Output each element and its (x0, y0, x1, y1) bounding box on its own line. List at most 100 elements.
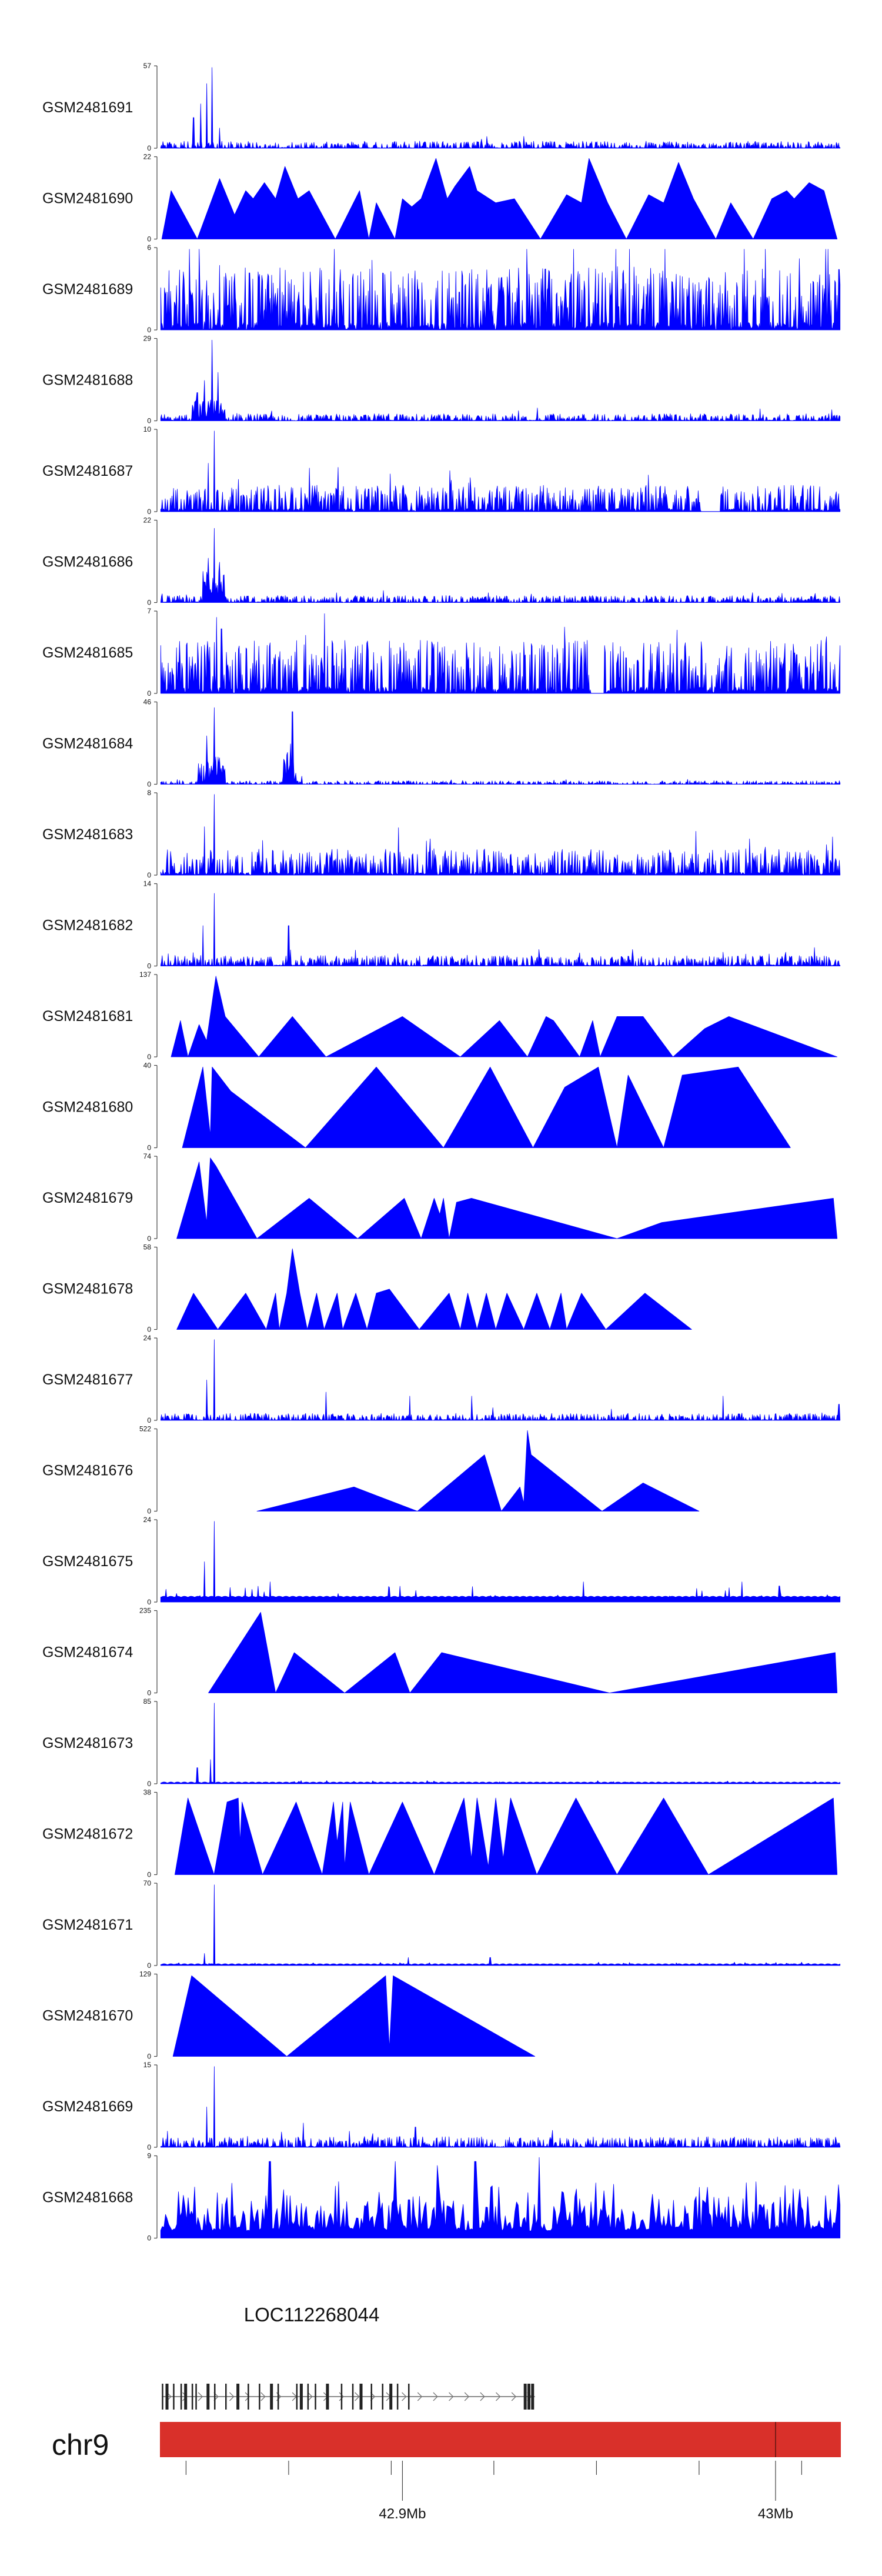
exon (165, 2384, 169, 2410)
track-GSM2481671: GSM2481671 70 0 (42, 1879, 841, 1970)
y-axis-min-label: 0 (147, 962, 151, 970)
exon (307, 2384, 309, 2410)
track-label: GSM2481671 (42, 1917, 133, 1933)
track-GSM2481673: GSM2481673 85 0 (42, 1697, 841, 1788)
signal-area-GSM2481687 (160, 431, 841, 512)
signal-area-GSM2481683 (160, 794, 841, 876)
exon (340, 2384, 343, 2410)
strand-arrow (260, 2392, 266, 2401)
strand-arrow (480, 2392, 485, 2401)
track-GSM2481679: GSM2481679 74 0 (42, 1152, 838, 1243)
track-GSM2481688: GSM2481688 29 0 (42, 335, 841, 425)
exon (370, 2384, 372, 2410)
track-GSM2481684: GSM2481684 46 0 (42, 698, 841, 789)
chromosome-ideogram: chr9 (52, 2422, 841, 2461)
y-axis-max-label: 15 (143, 2061, 152, 2069)
y-axis-max-label: 22 (143, 153, 152, 161)
y-axis-max-label: 137 (139, 970, 151, 979)
signal-area-GSM2481668 (160, 2157, 841, 2238)
y-axis-min-label: 0 (147, 417, 151, 425)
y-axis-max-label: 24 (143, 1516, 152, 1524)
track-label: GSM2481687 (42, 463, 133, 479)
strand-arrow (511, 2392, 517, 2401)
track-label: GSM2481677 (42, 1372, 133, 1388)
track-GSM2481689: GSM2481689 6 0 (42, 243, 841, 334)
strand-arrow (496, 2392, 501, 2401)
track-label: GSM2481684 (42, 736, 133, 752)
exon (315, 2384, 316, 2410)
y-axis-min-label: 0 (147, 689, 151, 698)
signal-area-GSM2481678 (176, 1248, 692, 1330)
y-axis-max-label: 7 (147, 607, 151, 615)
exon (225, 2384, 227, 2410)
strand-arrow (339, 2392, 344, 2401)
exon (531, 2384, 534, 2410)
track-label: GSM2481678 (42, 1281, 133, 1297)
signal-area-GSM2481684 (160, 707, 841, 785)
exon (180, 2384, 182, 2410)
signal-tracks: GSM2481691570GSM2481690220GSM248168960GS… (42, 62, 841, 2243)
axis-tick-label: 43Mb (758, 2506, 793, 2522)
track-label: GSM2481673 (42, 1735, 133, 1751)
y-axis-max-label: 29 (143, 335, 152, 343)
signal-area-GSM2481674 (208, 1611, 838, 1693)
track-GSM2481683: GSM2481683 8 0 (42, 789, 841, 879)
track-GSM2481678: GSM2481678 58 0 (42, 1243, 692, 1334)
exon (296, 2384, 298, 2410)
y-axis-min-label: 0 (147, 1780, 151, 1788)
y-axis-max-label: 8 (147, 789, 151, 797)
track-GSM2481690: GSM2481690 22 0 (42, 153, 838, 243)
strand-arrow (449, 2392, 454, 2401)
y-axis-max-label: 38 (143, 1788, 152, 1797)
exon (195, 2384, 197, 2410)
signal-area-GSM2481671 (160, 1884, 841, 1966)
track-label: GSM2481688 (42, 372, 133, 389)
y-axis-max-label: 22 (143, 516, 152, 525)
signal-area-GSM2481685 (160, 613, 841, 694)
signal-area-GSM2481670 (172, 1975, 536, 2057)
y-axis-max-label: 58 (143, 1243, 152, 1252)
y-axis-min-label: 0 (147, 1598, 151, 1606)
signal-area-GSM2481688 (160, 339, 841, 421)
y-axis-max-label: 46 (143, 698, 152, 706)
signal-area-GSM2481673 (160, 1703, 841, 1784)
y-axis-min-label: 0 (147, 235, 151, 243)
exon (206, 2384, 210, 2410)
track-label: GSM2481676 (42, 1463, 133, 1479)
exon (162, 2384, 163, 2410)
exon (352, 2384, 354, 2410)
y-axis-max-label: 70 (143, 1879, 152, 1887)
y-axis-max-label: 24 (143, 1334, 152, 1342)
y-axis-max-label: 10 (143, 425, 152, 433)
exon (408, 2384, 410, 2410)
y-axis-min-label: 0 (147, 1053, 151, 1061)
y-axis-min-label: 0 (147, 2143, 151, 2151)
track-GSM2481682: GSM2481682 14 0 (42, 880, 841, 970)
y-axis-max-label: 14 (143, 880, 152, 888)
track-label: GSM2481669 (42, 2098, 133, 2115)
track-label: GSM2481668 (42, 2190, 133, 2206)
track-GSM2481675: GSM2481675 24 0 (42, 1516, 841, 1606)
track-label: GSM2481670 (42, 2008, 133, 2024)
exon (527, 2384, 530, 2410)
track-label: GSM2481683 (42, 826, 133, 843)
y-axis-min-label: 0 (147, 780, 151, 789)
strand-arrow (198, 2392, 203, 2401)
strand-arrow (355, 2392, 360, 2401)
exon (523, 2384, 527, 2410)
strand-arrow (433, 2392, 438, 2401)
y-axis-min-label: 0 (147, 1689, 151, 1697)
track-label: GSM2481690 (42, 191, 133, 207)
y-axis-min-label: 0 (147, 1961, 151, 1970)
track-label: GSM2481681 (42, 1008, 133, 1025)
exon (236, 2384, 240, 2410)
track-GSM2481672: GSM2481672 38 0 (42, 1788, 838, 1879)
signal-area-GSM2481682 (160, 893, 841, 966)
y-axis-min-label: 0 (147, 1326, 151, 1334)
track-label: GSM2481680 (42, 1099, 133, 1116)
gene-label: LOC112268044 (244, 2304, 380, 2325)
y-axis-max-label: 522 (139, 1425, 151, 1433)
y-axis-min-label: 0 (147, 1871, 151, 1879)
signal-area-GSM2481677 (160, 1339, 841, 1421)
